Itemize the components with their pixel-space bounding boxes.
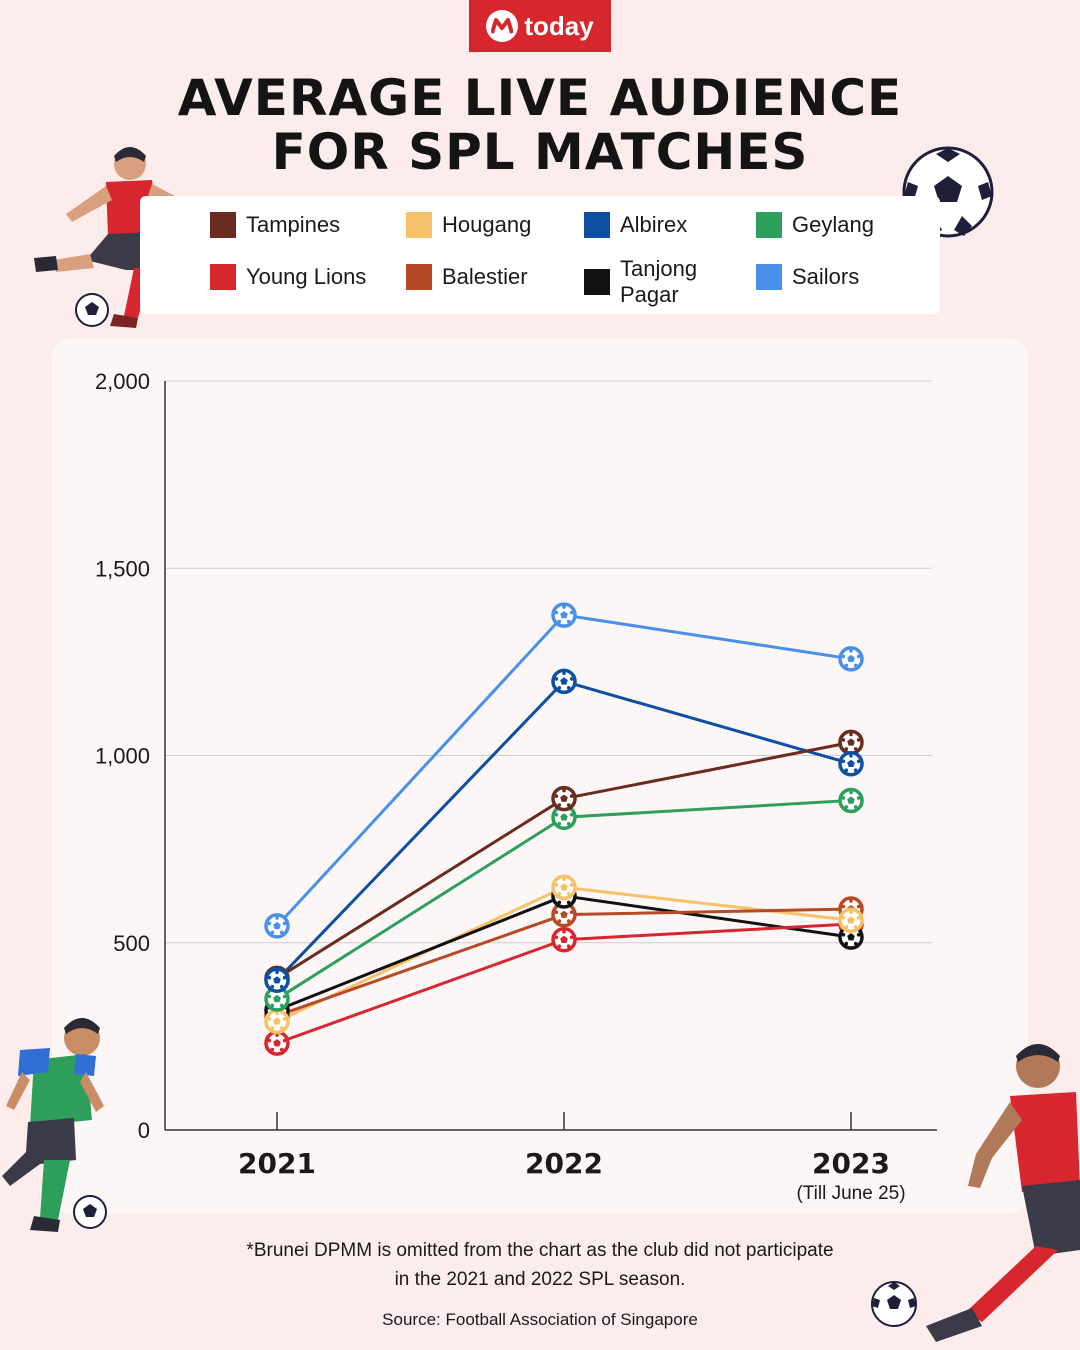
legend-label: Tampines	[246, 212, 341, 237]
legend-swatch	[210, 212, 236, 238]
legend-label: Albirex	[620, 212, 688, 237]
legend-item-balestier: Balestier	[406, 264, 528, 290]
brand-name: today	[524, 10, 594, 41]
data-point	[551, 927, 577, 953]
legend-label: Hougang	[442, 212, 532, 237]
legend-label: Geylang	[792, 212, 874, 237]
footnote: *Brunei DPMM is omitted from the chart a…	[246, 1240, 834, 1290]
x-tick-sublabel: (Till June 25)	[796, 1183, 905, 1204]
data-point	[264, 913, 290, 939]
y-tick-label: 1,500	[95, 556, 150, 581]
legend-swatch	[756, 212, 782, 238]
data-point	[838, 787, 864, 814]
legend-swatch	[756, 264, 782, 290]
data-point	[838, 729, 864, 756]
legend-item-geylang: Geylang	[756, 212, 874, 238]
legend-label: Balestier	[442, 264, 528, 289]
soccer-ball-icon	[902, 146, 994, 238]
data-point	[551, 668, 577, 695]
data-point	[264, 967, 290, 993]
legend-item-young-lions: Young Lions	[210, 264, 366, 290]
y-tick-label: 2,000	[95, 369, 150, 394]
data-point	[838, 750, 864, 777]
football-player-red-kicking-bottom	[926, 1044, 1080, 1342]
legend-swatch	[584, 269, 610, 295]
chart-title-line-2: FOR SPL MATCHES	[271, 123, 809, 181]
legend-label: Tanjong Pagar	[620, 256, 698, 307]
data-point	[264, 1030, 290, 1056]
y-tick-label: 0	[138, 1118, 150, 1143]
x-tick-label: 2022	[525, 1147, 603, 1180]
brand-mark-icon	[486, 10, 519, 42]
soccer-ball-icon	[871, 1281, 917, 1327]
x-tick-label: 2021	[238, 1147, 316, 1180]
chart-panel	[52, 338, 1028, 1214]
legend-item-tanjong-pagar: Tanjong Pagar	[584, 256, 716, 308]
data-point	[551, 874, 577, 901]
legend-item-albirex: Albirex	[584, 212, 687, 238]
data-point	[838, 646, 864, 672]
legend-item-tampines: Tampines	[210, 212, 340, 238]
legend-label: Young Lions	[246, 264, 367, 289]
chart-title-line-1: AVERAGE LIVE AUDIENCE	[177, 69, 903, 127]
brand-logo: today	[469, 0, 611, 52]
y-tick-label: 1,000	[95, 744, 150, 769]
data-point	[551, 602, 577, 628]
chart-legend: Tampines Hougang Albirex Geylang Young L…	[140, 196, 940, 314]
legend-label: Sailors	[792, 264, 860, 289]
data-point	[838, 907, 864, 934]
legend-item-sailors: Sailors	[756, 264, 859, 290]
legend-swatch	[406, 212, 432, 238]
data-point	[264, 1008, 290, 1035]
data-point	[551, 785, 577, 812]
source-note: Source: Football Association of Singapor…	[382, 1310, 698, 1329]
x-tick-label: 2023	[812, 1147, 890, 1180]
legend-swatch	[584, 212, 610, 238]
football-player-green-running	[2, 1018, 107, 1232]
legend-swatch	[210, 264, 236, 290]
line-chart: 0 500 1,000 1,500 2,000 2021 2022 2023 (Till Jun…	[95, 369, 937, 1204]
y-tick-label: 500	[113, 931, 150, 956]
data-point	[264, 986, 290, 1012]
legend-swatch	[406, 264, 432, 290]
legend-item-hougang: Hougang	[406, 212, 531, 238]
